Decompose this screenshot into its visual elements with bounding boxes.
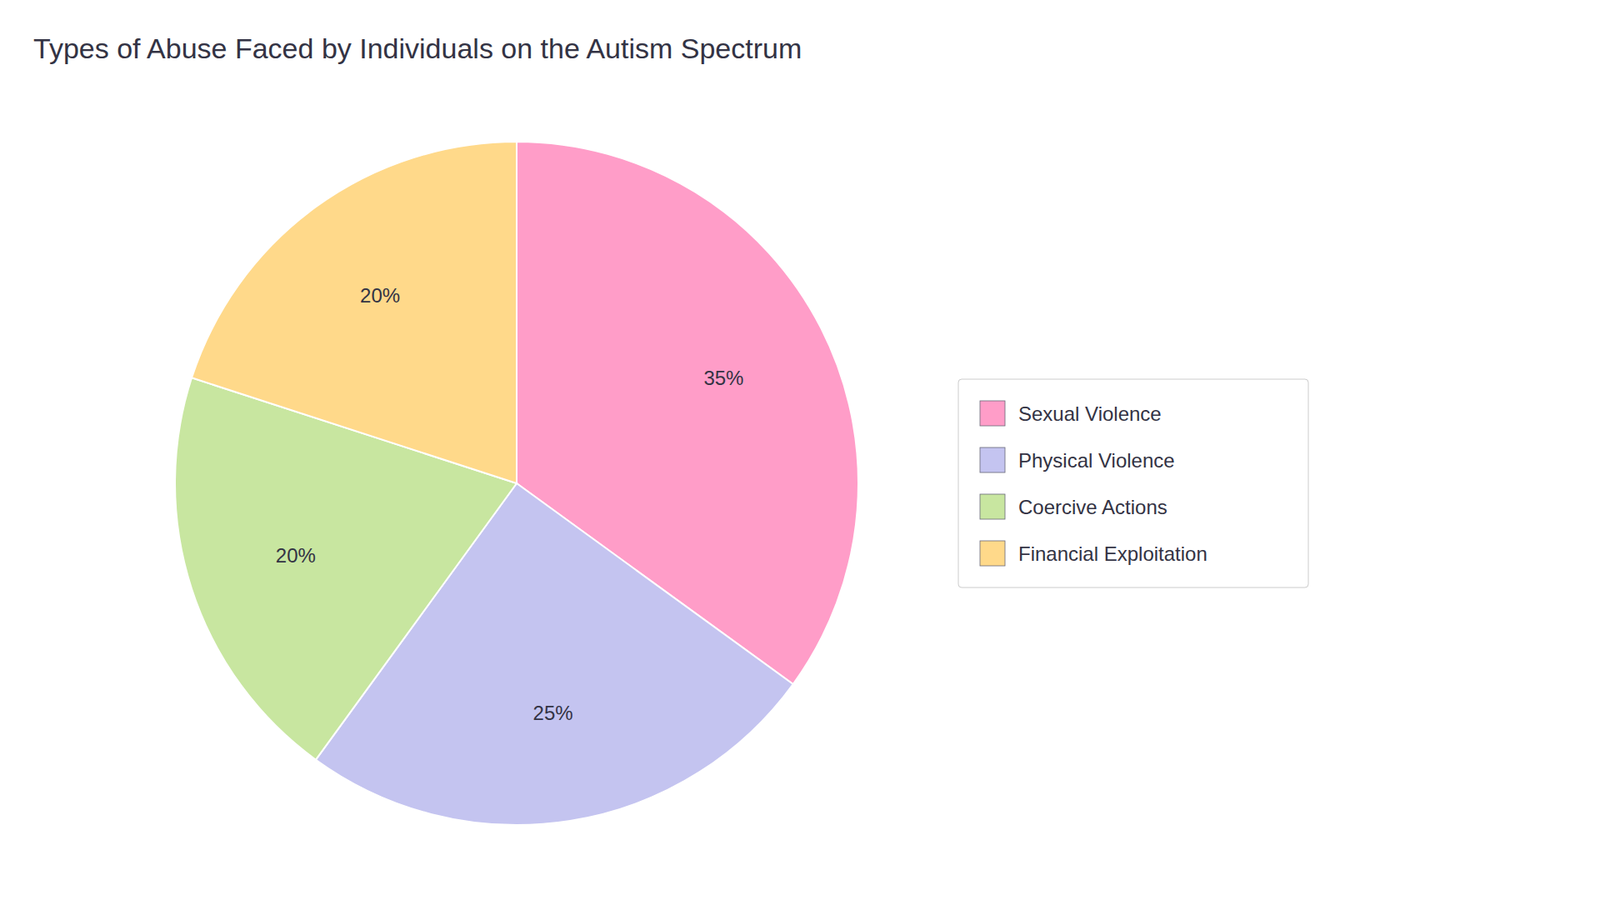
data-label: 20%	[360, 284, 400, 307]
legend-label: Financial Exploitation	[1018, 542, 1208, 565]
legend: Sexual Violence Physical Violence Coercive…	[958, 379, 1309, 588]
data-label: 25%	[533, 701, 574, 725]
chart-container: Types of Abuse Faced by Individuals on t…	[0, 0, 1600, 900]
legend-label: Physical Violence	[1018, 449, 1175, 472]
slices	[175, 141, 859, 825]
legend-swatch	[980, 400, 1005, 426]
legend-label: Sexual Violence	[1018, 402, 1162, 425]
page: {"chart_data": {"type": "pie", "title": …	[0, 0, 1600, 900]
legend-swatch	[980, 540, 1005, 566]
data-labels: 35% 25% 20% 20%	[275, 284, 745, 725]
legend-frame	[958, 379, 1309, 588]
legend-label: Coercive Actions	[1018, 495, 1168, 519]
legend-swatch	[980, 447, 1005, 473]
chart-svg: Types of Abuse Faced by Individuals on t…	[0, 0, 1600, 900]
background	[0, 0, 1600, 900]
data-label: 20%	[275, 544, 316, 567]
pie-slice	[191, 141, 517, 484]
legend-swatch	[980, 494, 1005, 520]
data-label: 35%	[703, 366, 744, 390]
title: Types of Abuse Faced by Individuals on t…	[33, 32, 802, 65]
